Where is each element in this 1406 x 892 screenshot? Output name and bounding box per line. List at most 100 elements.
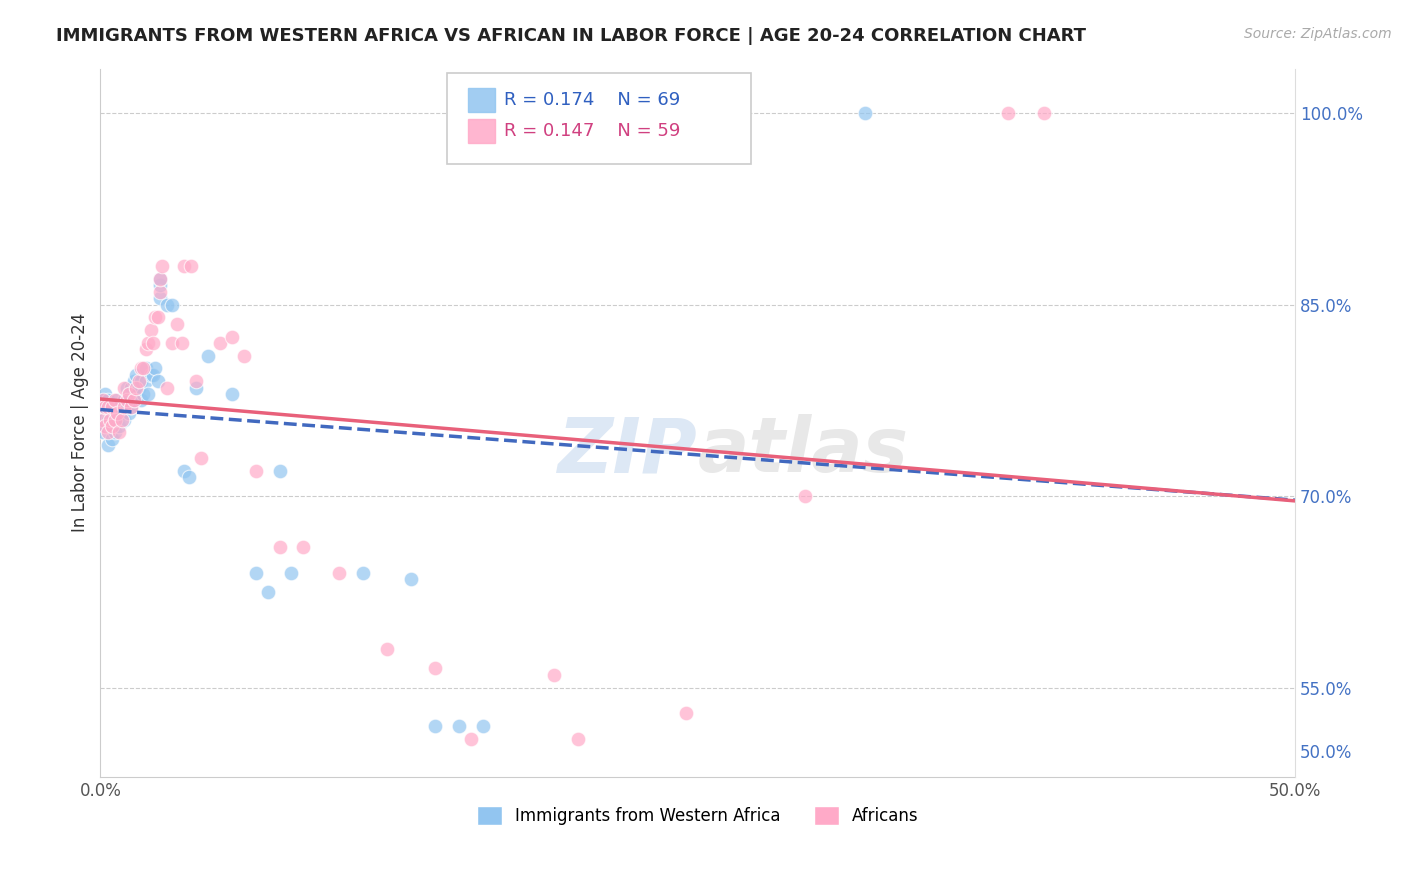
Point <box>118 387 141 401</box>
Point <box>142 335 165 350</box>
Point <box>675 706 697 720</box>
Point <box>94 418 117 433</box>
Point <box>166 317 188 331</box>
Point <box>91 393 114 408</box>
Point <box>149 291 172 305</box>
Point <box>111 412 134 426</box>
Point <box>104 425 127 440</box>
Point <box>104 393 127 408</box>
Point <box>543 106 565 120</box>
Point <box>135 343 157 357</box>
Point <box>91 425 114 440</box>
Point <box>94 400 117 414</box>
Point <box>118 406 141 420</box>
Point <box>139 368 162 382</box>
Point <box>112 400 135 414</box>
Point <box>221 329 243 343</box>
Point <box>173 260 195 274</box>
Point <box>96 412 118 426</box>
Point <box>105 393 128 408</box>
FancyBboxPatch shape <box>468 119 495 143</box>
Point <box>112 381 135 395</box>
Point <box>125 368 148 382</box>
Point <box>108 418 131 433</box>
Text: atlas: atlas <box>697 414 908 488</box>
Point <box>122 393 145 408</box>
Point <box>149 272 172 286</box>
Point <box>98 418 121 433</box>
Point <box>111 406 134 420</box>
Point <box>98 400 121 414</box>
Point <box>143 361 166 376</box>
Point <box>1033 106 1056 120</box>
Point <box>96 393 118 408</box>
Point <box>146 374 169 388</box>
Point <box>292 540 315 554</box>
Point <box>423 719 446 733</box>
Point <box>122 393 145 408</box>
Point <box>232 349 254 363</box>
Point <box>173 464 195 478</box>
Point <box>245 566 267 580</box>
Point <box>105 412 128 426</box>
Point <box>160 298 183 312</box>
Text: R = 0.174    N = 69: R = 0.174 N = 69 <box>505 91 681 110</box>
Text: IMMIGRANTS FROM WESTERN AFRICA VS AFRICAN IN LABOR FORCE | AGE 20-24 CORRELATION: IMMIGRANTS FROM WESTERN AFRICA VS AFRICA… <box>56 27 1087 45</box>
Point <box>135 374 157 388</box>
Point <box>104 400 127 414</box>
Text: R = 0.147    N = 59: R = 0.147 N = 59 <box>505 122 681 140</box>
Point <box>112 393 135 408</box>
Point <box>156 381 179 395</box>
Point <box>135 361 157 376</box>
Point <box>101 418 124 433</box>
Point <box>104 412 127 426</box>
Legend: Immigrants from Western Africa, Africans: Immigrants from Western Africa, Africans <box>477 806 918 825</box>
Point <box>447 719 470 733</box>
Point <box>460 731 482 746</box>
Point <box>91 412 114 426</box>
Point <box>105 406 128 420</box>
Point <box>139 323 162 337</box>
Point <box>112 412 135 426</box>
Point <box>328 566 350 580</box>
Point <box>101 432 124 446</box>
Text: ZIP: ZIP <box>558 414 697 488</box>
Point <box>423 661 446 675</box>
Point <box>96 425 118 440</box>
Point <box>115 381 138 395</box>
Point <box>128 374 150 388</box>
Point <box>471 719 494 733</box>
Point <box>132 361 155 376</box>
Point <box>399 572 422 586</box>
Y-axis label: In Labor Force | Age 20-24: In Labor Force | Age 20-24 <box>72 313 89 533</box>
Point <box>94 418 117 433</box>
Point <box>269 540 291 554</box>
Point <box>120 381 142 395</box>
Point <box>118 387 141 401</box>
Point <box>96 400 118 414</box>
Point <box>129 361 152 376</box>
Point <box>101 400 124 414</box>
Point <box>129 393 152 408</box>
Point <box>125 381 148 395</box>
Point <box>160 335 183 350</box>
Point <box>190 450 212 465</box>
Point <box>375 642 398 657</box>
Point <box>567 731 589 746</box>
Point <box>184 374 207 388</box>
Point <box>146 310 169 325</box>
Point <box>794 489 817 503</box>
Point <box>208 335 231 350</box>
Point <box>136 387 159 401</box>
Point <box>91 393 114 408</box>
Point <box>128 381 150 395</box>
Point <box>177 470 200 484</box>
FancyBboxPatch shape <box>447 73 751 164</box>
Point <box>170 335 193 350</box>
Text: Source: ZipAtlas.com: Source: ZipAtlas.com <box>1244 27 1392 41</box>
Point <box>132 387 155 401</box>
Point <box>149 278 172 293</box>
Point <box>136 335 159 350</box>
Point <box>108 400 131 414</box>
Point <box>143 310 166 325</box>
